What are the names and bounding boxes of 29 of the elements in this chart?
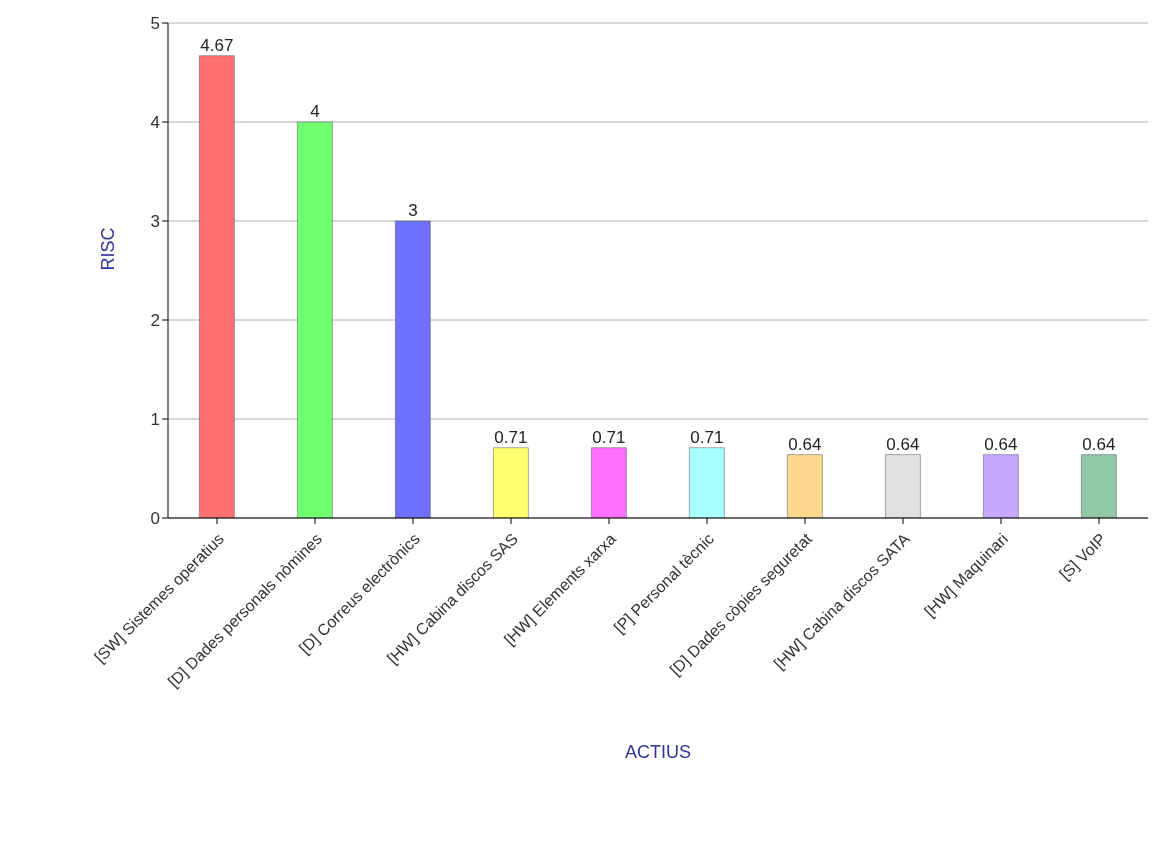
data-label: 0.64: [1082, 434, 1116, 454]
data-label: 0.64: [984, 434, 1018, 454]
bar: [982, 454, 1019, 518]
data-label: 0.71: [494, 427, 528, 447]
bar: [884, 454, 921, 518]
y-tick-label: 3: [150, 212, 160, 232]
data-label: 4.67: [200, 35, 234, 55]
data-label: 3: [408, 201, 418, 220]
y-axis-title: RISC: [98, 227, 119, 271]
bar: [786, 454, 823, 518]
bar: [688, 447, 725, 518]
x-tick-label: [S] VoIP: [1056, 530, 1110, 583]
y-tick-label: 2: [150, 311, 160, 331]
bar: [590, 447, 627, 518]
y-tick-label: 0: [150, 509, 160, 529]
data-label: 0.71: [690, 427, 724, 447]
bar: [1080, 454, 1117, 518]
bar: [394, 220, 431, 518]
y-tick-label: 5: [150, 14, 160, 34]
data-label: 0.64: [886, 434, 920, 454]
data-label: 4: [310, 102, 320, 121]
y-tick-label: 4: [150, 113, 160, 133]
y-tick-label: 1: [150, 410, 160, 430]
x-axis-title: ACTIUS: [624, 742, 692, 762]
bar: [198, 55, 235, 518]
data-label: 0.64: [788, 434, 822, 454]
bar: [296, 121, 333, 518]
bar: [492, 447, 529, 518]
data-label: 0.71: [592, 427, 626, 447]
